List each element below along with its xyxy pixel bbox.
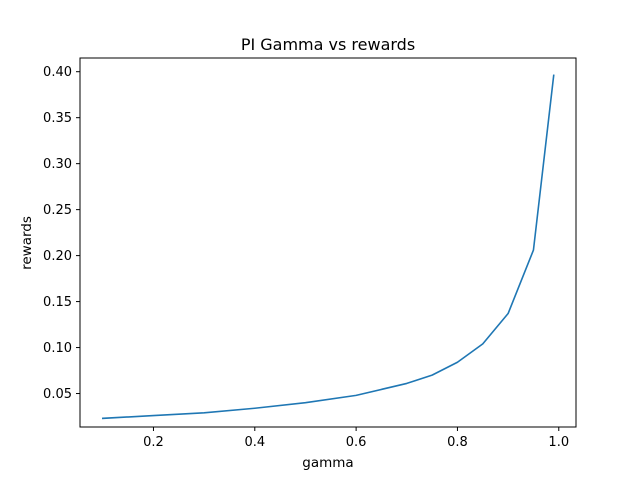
y-axis: 0.05 0.10 0.15 0.20 0.25 0.30 0.35 0.40 bbox=[43, 65, 80, 402]
y-tick-label: 0.10 bbox=[43, 341, 72, 356]
y-tick-label: 0.35 bbox=[43, 111, 72, 126]
y-tick-label: 0.05 bbox=[43, 387, 72, 402]
y-tick-label: 0.40 bbox=[43, 65, 72, 80]
y-tick-label: 0.15 bbox=[43, 295, 72, 310]
y-tick-label: 0.20 bbox=[43, 249, 72, 264]
x-tick-label: 0.4 bbox=[244, 435, 265, 450]
series-line-0 bbox=[101, 74, 555, 420]
x-tick-label: 0.2 bbox=[143, 435, 164, 450]
x-tick-label: 1.0 bbox=[548, 435, 569, 450]
x-axis: 0.2 0.4 0.6 0.8 1.0 bbox=[143, 427, 569, 450]
chart-title: PI Gamma vs rewards bbox=[241, 35, 415, 54]
x-tick-label: 0.8 bbox=[447, 435, 468, 450]
x-tick-label: 0.6 bbox=[346, 435, 367, 450]
x-axis-label: gamma bbox=[302, 455, 353, 471]
plot-area bbox=[101, 74, 555, 420]
axes-frame bbox=[79, 57, 577, 428]
y-tick-label: 0.30 bbox=[43, 157, 72, 172]
y-tick-label: 0.25 bbox=[43, 203, 72, 218]
y-axis-label: rewards bbox=[19, 216, 35, 270]
